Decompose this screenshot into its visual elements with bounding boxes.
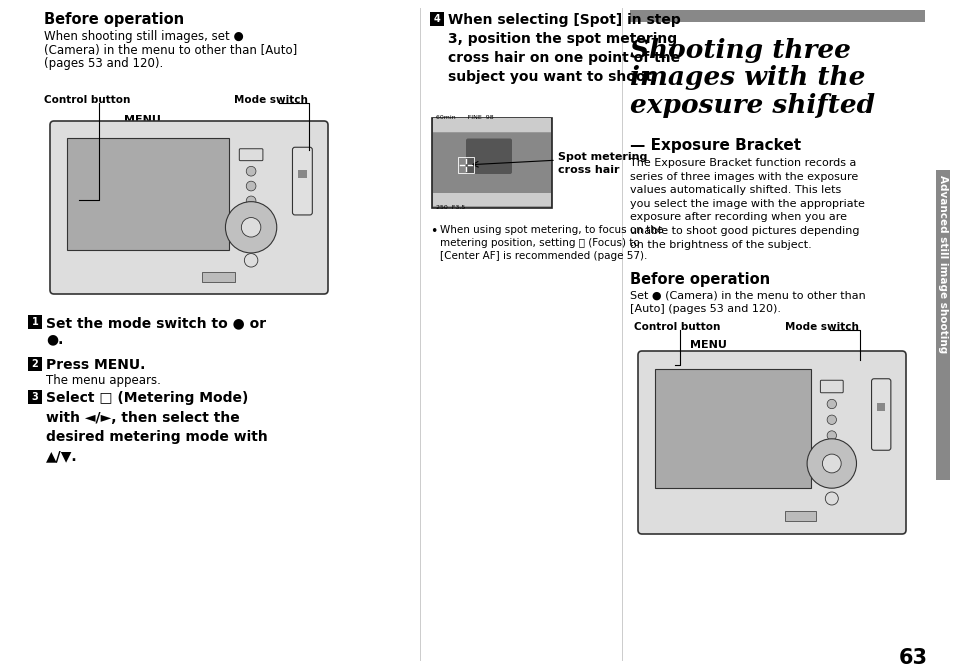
Bar <box>457 157 473 173</box>
Text: •: • <box>430 225 436 238</box>
Text: (Camera) in the menu to other than [Auto]: (Camera) in the menu to other than [Auto… <box>44 44 297 57</box>
Text: Set ● (Camera) in the menu to other than
[Auto] (pages 53 and 120).: Set ● (Camera) in the menu to other than… <box>629 290 864 313</box>
Bar <box>68 138 230 250</box>
Text: 60min      FINE  98: 60min FINE 98 <box>436 115 493 120</box>
Text: 2: 2 <box>31 359 38 369</box>
FancyBboxPatch shape <box>293 147 312 215</box>
Bar <box>430 12 443 26</box>
Circle shape <box>225 202 276 253</box>
FancyBboxPatch shape <box>239 149 263 160</box>
Bar <box>297 170 307 178</box>
Text: 1: 1 <box>31 317 38 327</box>
Bar <box>433 193 551 206</box>
Text: 3: 3 <box>31 392 38 402</box>
Circle shape <box>246 166 255 176</box>
FancyBboxPatch shape <box>465 138 512 174</box>
Circle shape <box>824 492 838 505</box>
Circle shape <box>826 415 836 425</box>
Bar <box>28 390 42 404</box>
Bar <box>784 511 816 521</box>
Text: 250  F3.5: 250 F3.5 <box>436 205 465 210</box>
Text: The Exposure Bracket function records a
series of three images with the exposure: The Exposure Bracket function records a … <box>629 158 864 250</box>
Text: MENU: MENU <box>124 115 161 125</box>
Text: Shooting three
images with the
exposure shifted: Shooting three images with the exposure … <box>629 38 874 118</box>
FancyBboxPatch shape <box>50 121 328 294</box>
Bar <box>876 403 884 411</box>
Text: — Exposure Bracket: — Exposure Bracket <box>629 138 801 153</box>
Bar <box>629 10 924 22</box>
FancyBboxPatch shape <box>871 378 890 450</box>
FancyBboxPatch shape <box>638 351 905 534</box>
Text: The menu appears.: The menu appears. <box>46 374 161 387</box>
Circle shape <box>826 431 836 440</box>
Circle shape <box>246 181 255 191</box>
Text: Before operation: Before operation <box>44 12 184 27</box>
Text: Control button: Control button <box>634 322 720 332</box>
Text: MENU: MENU <box>689 340 726 350</box>
Text: 63: 63 <box>898 648 927 668</box>
Text: Control button: Control button <box>44 95 131 105</box>
Text: Advanced still image shooting: Advanced still image shooting <box>937 175 947 353</box>
Bar <box>28 315 42 329</box>
Bar <box>433 133 551 206</box>
Circle shape <box>241 217 260 237</box>
Text: Select □ (Metering Mode)
with ◄/►, then select the
desired metering mode with
▲/: Select □ (Metering Mode) with ◄/►, then … <box>46 391 268 464</box>
Text: Mode switch: Mode switch <box>784 322 858 332</box>
Text: Before operation: Before operation <box>629 272 769 287</box>
Text: Spot metering
cross hair: Spot metering cross hair <box>558 152 647 174</box>
Bar <box>432 118 552 208</box>
FancyBboxPatch shape <box>820 380 842 393</box>
Circle shape <box>826 399 836 409</box>
Bar <box>28 357 42 371</box>
Circle shape <box>244 254 257 267</box>
Text: When selecting [Spot] in step
3, position the spot metering
cross hair on one po: When selecting [Spot] in step 3, positio… <box>448 13 680 84</box>
Bar <box>655 369 810 488</box>
Text: Mode switch: Mode switch <box>233 95 308 105</box>
Circle shape <box>246 196 255 206</box>
Text: (pages 53 and 120).: (pages 53 and 120). <box>44 57 163 70</box>
Bar <box>433 118 551 132</box>
Text: 4: 4 <box>434 14 440 24</box>
Text: Set the mode switch to ● or: Set the mode switch to ● or <box>46 316 266 330</box>
Circle shape <box>806 439 856 488</box>
Text: When using spot metering, to focus on the
metering position, setting ⓕ (Focus) t: When using spot metering, to focus on th… <box>439 225 662 262</box>
Circle shape <box>821 454 841 473</box>
Text: Press MENU.: Press MENU. <box>46 358 145 372</box>
Text: When shooting still images, set ●: When shooting still images, set ● <box>44 30 244 43</box>
Text: ●.: ●. <box>46 332 63 346</box>
Bar <box>935 170 949 480</box>
Bar <box>202 272 234 282</box>
